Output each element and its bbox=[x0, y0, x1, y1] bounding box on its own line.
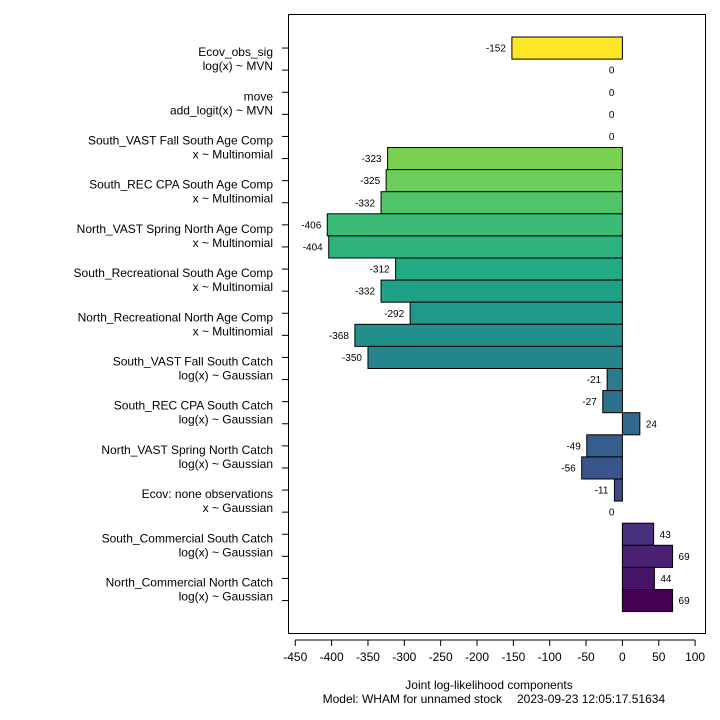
component-name-label: Ecov_obs_sig bbox=[198, 45, 273, 59]
x-tick-label: -450 bbox=[283, 650, 307, 664]
component-name-label: South_REC CPA South Catch bbox=[114, 399, 273, 413]
x-tick-label: -200 bbox=[465, 650, 489, 664]
bar bbox=[367, 345, 623, 369]
component-distribution-label: log(x) ~ Gaussian bbox=[179, 590, 273, 604]
bar bbox=[385, 169, 623, 193]
bar-value-label: -11 bbox=[595, 486, 609, 497]
bar-value-label: -152 bbox=[486, 44, 506, 55]
component-distribution-label: x ~ Multinomial bbox=[193, 148, 273, 162]
bar bbox=[621, 522, 655, 546]
x-tick-label: -300 bbox=[392, 650, 416, 664]
bar-value-label: -27 bbox=[582, 397, 597, 408]
component-name-label: North_VAST Spring North Age Comp bbox=[77, 222, 274, 236]
plot-frame bbox=[288, 14, 706, 634]
bar-value-label: 0 bbox=[609, 110, 615, 121]
bar-value-label: 24 bbox=[646, 419, 658, 430]
component-distribution-label: x ~ Gaussian bbox=[203, 501, 273, 515]
component-distribution-label: log(x) ~ Gaussian bbox=[179, 457, 273, 471]
x-tick-label: -50 bbox=[577, 650, 595, 664]
bar bbox=[586, 434, 623, 458]
bar bbox=[606, 368, 623, 392]
bar-value-label: -332 bbox=[355, 198, 375, 209]
bar-value-label: 0 bbox=[609, 132, 615, 143]
component-name-label: South_Commercial South Catch bbox=[102, 531, 273, 545]
bar-value-label: 0 bbox=[609, 88, 615, 99]
bar bbox=[380, 279, 623, 303]
x-tick-label: -150 bbox=[501, 650, 525, 664]
bar-value-label: 0 bbox=[609, 66, 615, 77]
component-distribution-label: log(x) ~ MVN bbox=[203, 59, 273, 73]
bar bbox=[409, 301, 623, 325]
bar bbox=[621, 544, 674, 568]
model-footer: Model: WHAM for unnamed stock bbox=[323, 692, 503, 706]
x-tick-label: -250 bbox=[429, 650, 453, 664]
component-distribution-label: x ~ Multinomial bbox=[193, 192, 273, 206]
bar-value-label: 43 bbox=[660, 530, 672, 541]
x-tick-label: 50 bbox=[652, 650, 666, 664]
bar-value-label: 44 bbox=[660, 574, 672, 585]
x-tick-label: 0 bbox=[619, 650, 626, 664]
timestamp-footer: 2023-09-23 12:05:17.51634 bbox=[517, 692, 665, 706]
bar bbox=[395, 257, 623, 281]
component-distribution-label: add_logit(x) ~ MVN bbox=[170, 103, 273, 117]
component-name-label: South_REC CPA South Age Comp bbox=[89, 178, 273, 192]
component-name-label: move bbox=[244, 89, 274, 103]
bar bbox=[602, 390, 623, 414]
bar-value-label: 0 bbox=[609, 508, 615, 519]
component-name-label: North_Recreational North Age Comp bbox=[78, 310, 274, 324]
bar bbox=[621, 566, 655, 591]
component-name-label: North_VAST Spring North Catch bbox=[101, 443, 273, 457]
bar bbox=[581, 456, 623, 480]
bar-value-label: -332 bbox=[355, 287, 375, 298]
component-name-label: Ecov: none observations bbox=[142, 487, 273, 501]
bar bbox=[328, 235, 623, 259]
bar-value-label: -325 bbox=[360, 176, 380, 187]
bars-layer: -152 0 0 0 0 -323 -325 -332 -406 -404 -312 -332 -292… bbox=[301, 36, 691, 613]
bar bbox=[613, 478, 623, 502]
component-distribution-label: x ~ Multinomial bbox=[193, 236, 273, 250]
x-tick-label: -400 bbox=[320, 650, 344, 664]
x-tick-label: -350 bbox=[356, 650, 380, 664]
bar-value-label: 69 bbox=[679, 552, 691, 563]
bar-value-label: 69 bbox=[679, 596, 691, 607]
bar-value-label: -350 bbox=[342, 353, 362, 364]
x-tick-label: -100 bbox=[538, 650, 562, 664]
component-name-label: North_Commercial North Catch bbox=[106, 576, 273, 590]
bar bbox=[387, 147, 623, 171]
bar bbox=[326, 213, 623, 237]
component-name-label: South_VAST Fall South Age Comp bbox=[88, 134, 273, 148]
component-distribution-label: x ~ Multinomial bbox=[193, 280, 273, 294]
bar-value-label: -406 bbox=[301, 220, 321, 231]
bar-value-label: -56 bbox=[561, 463, 576, 474]
component-distribution-label: log(x) ~ Gaussian bbox=[179, 369, 273, 383]
component-name-label: South_Recreational South Age Comp bbox=[74, 266, 274, 280]
bar-value-label: -312 bbox=[370, 265, 390, 276]
bar-value-label: -404 bbox=[303, 242, 323, 253]
bar-value-label: -49 bbox=[566, 441, 581, 452]
bar bbox=[354, 323, 623, 347]
x-axis: -450 -400 -350 -300 -250 -200 -150 -100 -50 0 50 10… bbox=[283, 639, 705, 664]
bar bbox=[621, 412, 641, 436]
bar-value-label: -21 bbox=[587, 375, 602, 386]
component-name-label: South_VAST Fall South Catch bbox=[113, 355, 273, 369]
component-distribution-label: log(x) ~ Gaussian bbox=[179, 413, 273, 427]
bar-value-label: -292 bbox=[384, 309, 404, 320]
x-tick-label: 100 bbox=[685, 650, 705, 664]
bar bbox=[380, 191, 623, 215]
x-axis-title: Joint log-likelihood components bbox=[405, 678, 572, 692]
component-distribution-label: x ~ Multinomial bbox=[193, 324, 273, 338]
bar bbox=[621, 589, 674, 613]
bar-value-label: -323 bbox=[362, 154, 382, 165]
bar bbox=[511, 36, 623, 60]
component-distribution-label: log(x) ~ Gaussian bbox=[179, 545, 273, 559]
bar-value-label: -368 bbox=[329, 331, 349, 342]
